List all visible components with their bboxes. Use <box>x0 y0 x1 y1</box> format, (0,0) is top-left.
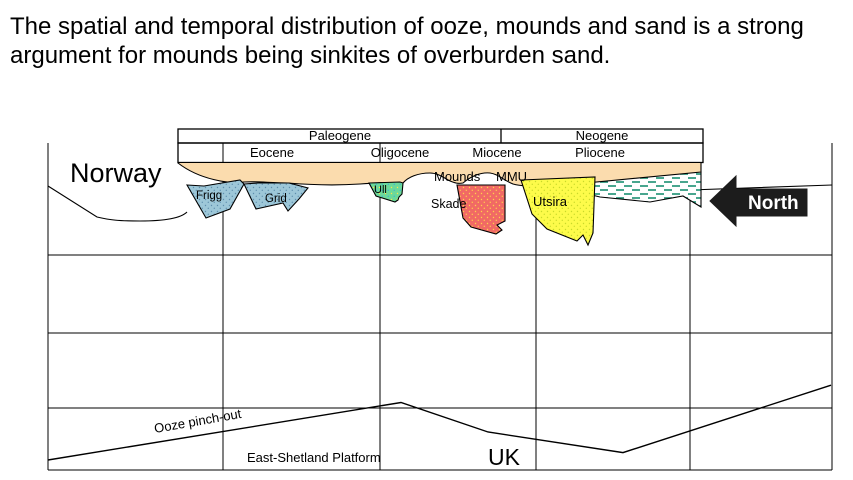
svg-text:East-Shetland Platform: East-Shetland Platform <box>247 450 381 465</box>
svg-text:Neogene: Neogene <box>576 128 629 143</box>
svg-text:Norway: Norway <box>70 158 162 188</box>
svg-text:Paleogene: Paleogene <box>309 128 371 143</box>
svg-text:UK: UK <box>488 444 521 470</box>
svg-text:Eocene: Eocene <box>250 145 294 160</box>
svg-text:North: North <box>748 193 799 214</box>
svg-text:Grid: Grid <box>265 193 287 205</box>
svg-text:MMU: MMU <box>496 169 527 184</box>
svg-text:Ooze pinch-out: Ooze pinch-out <box>153 406 243 436</box>
svg-text:Utsira: Utsira <box>533 194 568 209</box>
svg-text:Skade: Skade <box>431 197 466 211</box>
svg-text:Ull: Ull <box>374 184 387 196</box>
svg-text:Oligocene: Oligocene <box>371 145 430 160</box>
svg-text:Pliocene: Pliocene <box>575 145 625 160</box>
svg-text:Frigg: Frigg <box>196 190 222 202</box>
svg-text:Mounds: Mounds <box>434 169 481 184</box>
svg-text:Miocene: Miocene <box>472 145 521 160</box>
